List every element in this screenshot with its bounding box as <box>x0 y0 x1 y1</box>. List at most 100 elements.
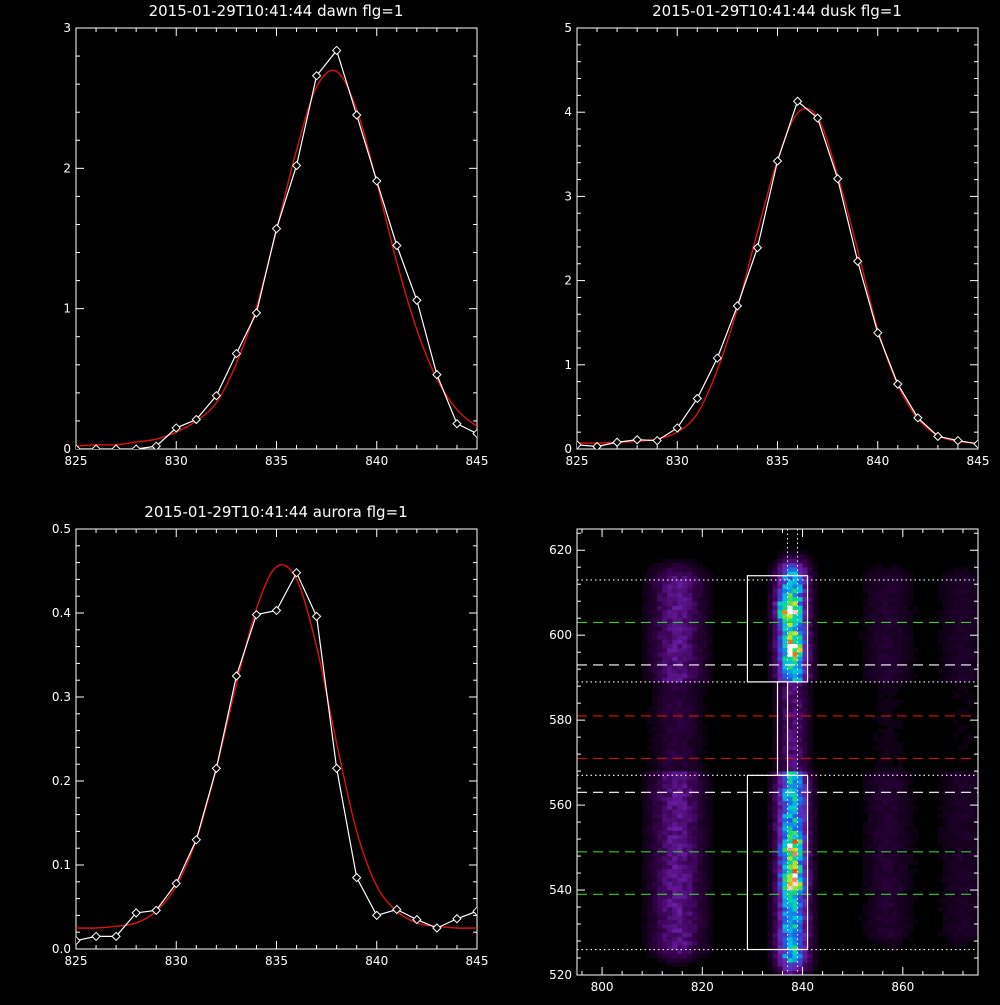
heatmap-cell <box>772 749 778 755</box>
heatmap-cell <box>862 596 869 602</box>
heatmap-cell <box>887 809 894 814</box>
heatmap-cell <box>952 592 959 598</box>
heatmap-cell <box>767 966 773 972</box>
heatmap-cell <box>697 856 703 861</box>
heatmap-cell <box>692 567 698 572</box>
heatmap-cell <box>897 826 904 831</box>
heatmap-cell <box>787 885 793 891</box>
heatmap-cell <box>937 669 944 674</box>
heatmap-cell <box>887 711 894 717</box>
heatmap-cell <box>642 851 648 857</box>
heatmap-cell <box>962 605 969 611</box>
heatmap-cell <box>882 779 889 785</box>
heatmap-cell <box>782 737 788 742</box>
heatmap-cell <box>972 592 978 598</box>
heatmap-cell <box>787 792 793 797</box>
heatmap-cell <box>907 885 914 891</box>
heatmap-cell <box>812 562 818 568</box>
heatmap-cell <box>962 856 969 861</box>
heatmap-cell <box>777 579 783 585</box>
heatmap-cell <box>957 792 964 797</box>
heatmap-cell <box>952 711 959 717</box>
heatmap-cell <box>887 894 894 899</box>
heatmap-cell <box>707 669 713 674</box>
heatmap-cell <box>772 737 778 742</box>
heatmap-cell <box>657 847 663 853</box>
heatmap-cell <box>707 936 713 942</box>
heatmap-cell <box>897 724 904 729</box>
heatmap-cell <box>907 924 914 929</box>
heatmap-cell <box>777 826 783 831</box>
heatmap-cell <box>772 902 778 908</box>
heatmap-cell <box>797 924 803 929</box>
heatmap-cell <box>787 813 793 819</box>
heatmap-cell <box>867 677 874 683</box>
heatmap-cell <box>942 622 949 627</box>
heatmap-cell <box>877 928 884 933</box>
heatmap-cell <box>687 766 693 772</box>
heatmap-cell <box>662 826 668 831</box>
heatmap-cell <box>657 800 663 806</box>
heatmap-cell <box>947 771 954 776</box>
heatmap-cell <box>787 715 793 721</box>
heatmap-cell <box>882 703 889 708</box>
heatmap-cell <box>882 626 889 632</box>
heatmap-cell <box>952 822 959 827</box>
heatmap-cell <box>797 949 803 955</box>
heatmap-cell <box>782 720 788 725</box>
heatmap-cell <box>707 890 713 895</box>
heatmap-cell <box>692 779 698 785</box>
heatmap-cell <box>942 596 949 602</box>
heatmap-cell <box>787 592 793 598</box>
heatmap-cell <box>652 928 658 933</box>
dusk-y-tick-label: 5 <box>564 21 572 35</box>
heatmap-cell <box>967 635 974 640</box>
heatmap-cell <box>772 562 778 568</box>
heatmap-cell <box>702 894 708 899</box>
heatmap-cell <box>767 873 773 878</box>
heatmap-cell <box>677 805 683 810</box>
heatmap-cell <box>782 830 788 836</box>
heatmap-cell <box>902 847 909 853</box>
heatmap-cell <box>702 724 708 729</box>
heatmap-cell <box>697 766 703 772</box>
heatmap-cell <box>812 792 818 797</box>
heatmap-cell <box>787 601 793 606</box>
heatmap-cell <box>702 575 708 581</box>
heatmap-cell <box>777 694 783 700</box>
heatmap-cell <box>892 826 899 831</box>
heatmap-cell <box>707 902 713 908</box>
heatmap-cell <box>962 868 969 874</box>
heatmap-cell <box>772 766 778 772</box>
heatmap-cell <box>802 839 808 844</box>
heatmap-cell <box>887 673 894 678</box>
heatmap-cell <box>767 856 773 861</box>
heatmap-cell <box>907 656 914 661</box>
heatmap-cell <box>802 771 808 776</box>
heatmap-cell <box>802 851 808 857</box>
heatmap-cell <box>767 877 773 882</box>
heatmap-cell <box>642 669 648 674</box>
heatmap-cell <box>892 703 899 708</box>
heatmap-cell <box>672 613 678 619</box>
heatmap-cell <box>677 860 683 865</box>
heatmap-cell <box>942 656 949 661</box>
heatmap-cell <box>902 860 909 865</box>
heatmap-cell <box>812 630 818 636</box>
heatmap-cell <box>672 936 678 942</box>
heatmap-cell <box>672 732 678 738</box>
image-region-box <box>746 774 809 951</box>
heatmap-cell <box>797 732 803 738</box>
heatmap-cell <box>872 737 879 742</box>
heatmap-cell <box>807 554 813 560</box>
heatmap-cell <box>907 822 914 827</box>
heatmap-cell <box>667 664 673 670</box>
heatmap-cell <box>647 851 653 857</box>
heatmap-cell <box>777 805 783 810</box>
aurora-data-point <box>151 905 161 916</box>
heatmap-cell <box>767 630 773 636</box>
heatmap-cell <box>802 652 808 657</box>
heatmap-cell <box>957 579 964 585</box>
heatmap-cell <box>862 856 869 861</box>
